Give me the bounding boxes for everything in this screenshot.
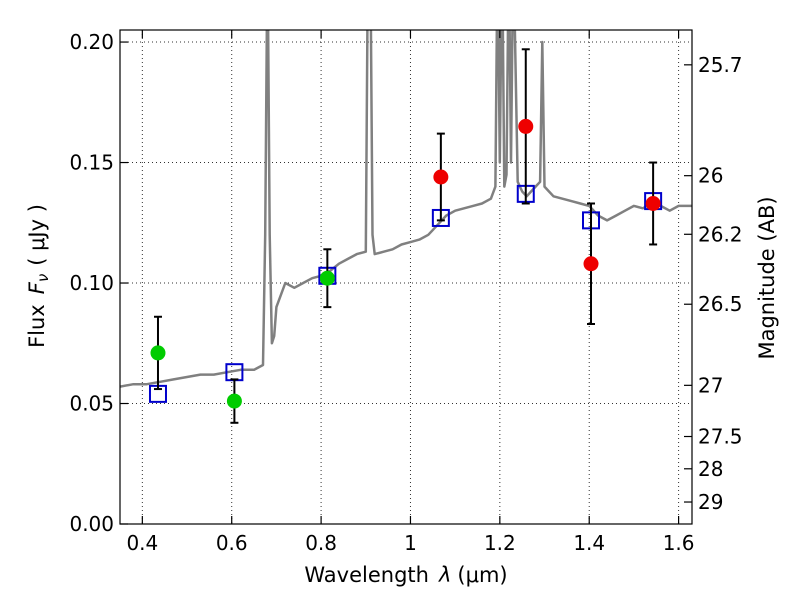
optical-data-point <box>226 393 242 409</box>
x-tick-label: 1.2 <box>484 531 516 555</box>
y2-tick-label: 27.5 <box>698 425 743 449</box>
nir-data-point <box>433 169 449 185</box>
y-tick-label: 0.05 <box>69 392 114 416</box>
y2-tick-label: 25.7 <box>698 53 743 77</box>
plot-frame <box>119 29 693 525</box>
y-tick-label: 0.15 <box>69 151 114 175</box>
nir-data-point <box>645 196 661 212</box>
y-tick-label: 0.10 <box>69 271 114 295</box>
y2-tick-label: 26 <box>698 164 723 188</box>
grid-lines <box>120 30 692 525</box>
y2-axis-label: Magnitude (AB) <box>755 196 779 359</box>
optical-data-point <box>150 345 166 361</box>
y2-tick-label: 27 <box>698 373 723 397</box>
plot-area <box>120 30 692 424</box>
y2-tick-label: 29 <box>698 490 723 514</box>
y-tick-label: 0.20 <box>69 30 114 54</box>
y-tick-label: 0.00 <box>69 512 114 536</box>
x-axis-label: Wavelength λ (μm) <box>304 563 507 587</box>
x-tick-label: 0.4 <box>126 531 158 555</box>
nir-data-point <box>518 118 534 134</box>
x-tick-label: 1.4 <box>573 531 605 555</box>
y2-tick-label: 28 <box>698 457 723 481</box>
x-tick-label: 0.8 <box>305 531 337 555</box>
sed-spectrum-line <box>120 30 692 388</box>
y-axis-label: FluxFν( μJy ) <box>25 204 52 348</box>
x-tick-label: 0.6 <box>216 531 248 555</box>
x-tick-label: 1.6 <box>663 531 695 555</box>
y2-tick-label: 26.5 <box>698 292 743 316</box>
nir-data-point <box>583 256 599 272</box>
y2-tick-label: 26.2 <box>698 222 743 246</box>
optical-data-point <box>319 270 335 286</box>
axes: 0.4 0.6 0.8 1 1.2 1.4 1.6 0.00 0.05 0.10 0.15 0.20 2… <box>69 30 743 555</box>
x-tick-label: 1 <box>404 531 417 555</box>
